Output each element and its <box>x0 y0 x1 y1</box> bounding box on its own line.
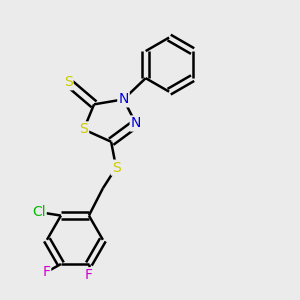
Text: S: S <box>80 122 88 136</box>
Text: N: N <box>118 92 129 106</box>
Text: Cl: Cl <box>32 205 46 219</box>
Text: S: S <box>64 75 73 89</box>
Text: S: S <box>112 161 121 175</box>
Text: F: F <box>85 268 93 282</box>
Text: N: N <box>131 116 141 130</box>
Text: F: F <box>42 265 50 279</box>
